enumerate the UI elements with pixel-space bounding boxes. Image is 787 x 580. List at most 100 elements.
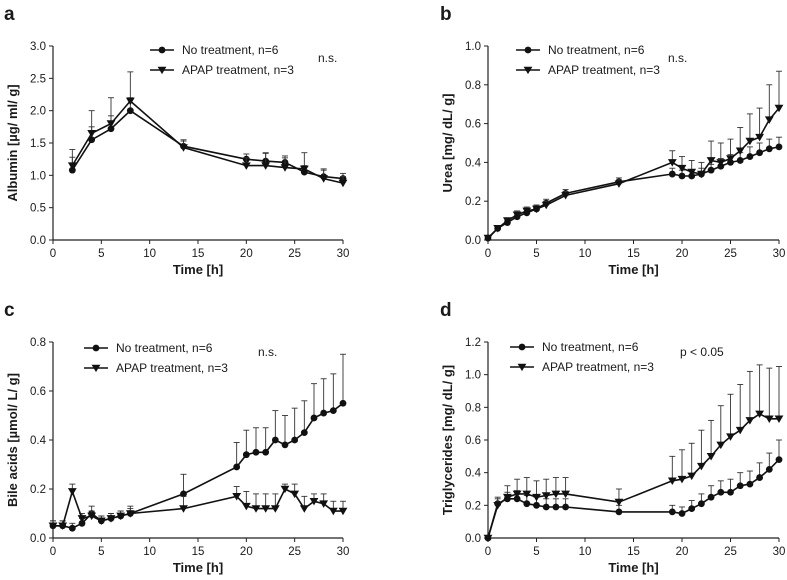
legend: No treatment, n=6 APAP treatment, n=3 [510, 340, 654, 374]
data-point [727, 488, 734, 496]
y-tick-label: 0.0 [465, 235, 481, 247]
x-tick-label: 20 [240, 248, 253, 260]
data-point [125, 97, 135, 106]
data-point [262, 448, 270, 456]
data-point [552, 503, 560, 511]
data-point [106, 120, 116, 128]
data-point [338, 179, 348, 188]
data-point [697, 170, 706, 179]
x-tick-label: 25 [724, 546, 737, 558]
legend-marker [518, 343, 526, 351]
data-point [310, 414, 318, 422]
data-point [242, 451, 250, 459]
x-tick-label: 5 [98, 546, 104, 558]
data-point [280, 164, 290, 172]
panel-a: a 0.0 0.5 1.0 1.5 2.0 2.5 3.0 0 5 10 15 20 25 30 Time [… [4, 4, 349, 277]
data-point [299, 505, 309, 513]
data-point [745, 417, 755, 425]
data-point [88, 136, 96, 144]
data-point [561, 192, 570, 200]
x-tick-label: 5 [533, 248, 539, 260]
data-point [522, 490, 532, 499]
data-point [775, 456, 783, 463]
data-point [687, 168, 697, 177]
data-point [717, 488, 725, 496]
legend: No treatment, n=6 APAP treatment, n=3 [516, 43, 660, 77]
y-tick-label: 0.2 [465, 500, 481, 512]
legend-label: APAP treatment, n=3 [116, 361, 228, 375]
data-point [281, 441, 289, 449]
data-point [261, 162, 271, 170]
data-point [562, 503, 569, 511]
data-point [291, 436, 299, 444]
data-point [716, 441, 726, 450]
data-point [775, 143, 783, 151]
data-point [764, 116, 774, 124]
data-point [541, 492, 551, 500]
data-point [774, 415, 784, 423]
data-point [503, 217, 512, 225]
y-tick-label: 0.5 [30, 203, 46, 215]
x-axis-label: Time [h] [608, 560, 658, 575]
data-point [58, 522, 68, 530]
data-point [668, 508, 676, 516]
data-point [300, 429, 308, 437]
x-axis-label: Time [h] [608, 262, 658, 277]
y-tick-label: 2.5 [30, 73, 46, 85]
data-point [736, 157, 744, 164]
data-point [251, 505, 261, 513]
data-point [106, 515, 116, 523]
x-tick-label: 10 [143, 248, 156, 260]
data-point [765, 466, 773, 473]
data-point [280, 485, 290, 494]
x-tick-label: 15 [192, 546, 205, 558]
x-tick-label: 15 [192, 248, 205, 260]
data-point [67, 162, 77, 170]
data-point [309, 497, 319, 506]
x-tick-label: 20 [676, 546, 689, 558]
series-line [487, 107, 780, 239]
data-point [180, 490, 187, 498]
series-line [53, 402, 344, 530]
y-axis-label: Urea [mg/ dL/ g] [440, 94, 455, 193]
y-tick-label: 0.0 [30, 235, 46, 247]
data-point [756, 474, 763, 481]
significance-annotation: n.s. [258, 345, 277, 359]
legend-marker [91, 364, 101, 373]
data-point [522, 207, 532, 216]
data-point [493, 225, 503, 233]
data-point [678, 510, 686, 517]
x-tick-label: 30 [337, 248, 350, 260]
y-tick-label: 0.2 [465, 196, 481, 208]
data-point [756, 149, 763, 157]
y-tick-label: 0.6 [30, 386, 46, 398]
data-point [706, 157, 716, 165]
data-point [241, 502, 251, 511]
series-line [53, 487, 343, 527]
x-tick-label: 30 [773, 546, 786, 558]
data-point [78, 519, 86, 527]
x-tick-label: 20 [676, 248, 689, 260]
data-point [271, 436, 279, 444]
data-point [746, 153, 754, 160]
x-tick-label: 5 [98, 248, 104, 260]
x-tick-label: 10 [143, 546, 156, 558]
y-tick-label: 3.0 [30, 41, 46, 53]
series-no-treatment [484, 439, 783, 542]
legend-label: No treatment, n=6 [116, 341, 213, 355]
data-point [716, 159, 726, 167]
x-tick-label: 0 [50, 248, 56, 260]
y-tick-label: 0.4 [465, 157, 482, 169]
data-point [232, 493, 242, 501]
data-point [77, 515, 87, 523]
data-point [745, 137, 755, 146]
data-point [542, 503, 550, 511]
x-tick-label: 15 [627, 248, 640, 260]
data-point [706, 453, 716, 461]
data-point [483, 534, 493, 543]
data-point [765, 145, 773, 153]
legend-marker [158, 46, 166, 54]
y-tick-label: 0.6 [465, 119, 481, 131]
y-tick-label: 0.4 [30, 435, 47, 447]
